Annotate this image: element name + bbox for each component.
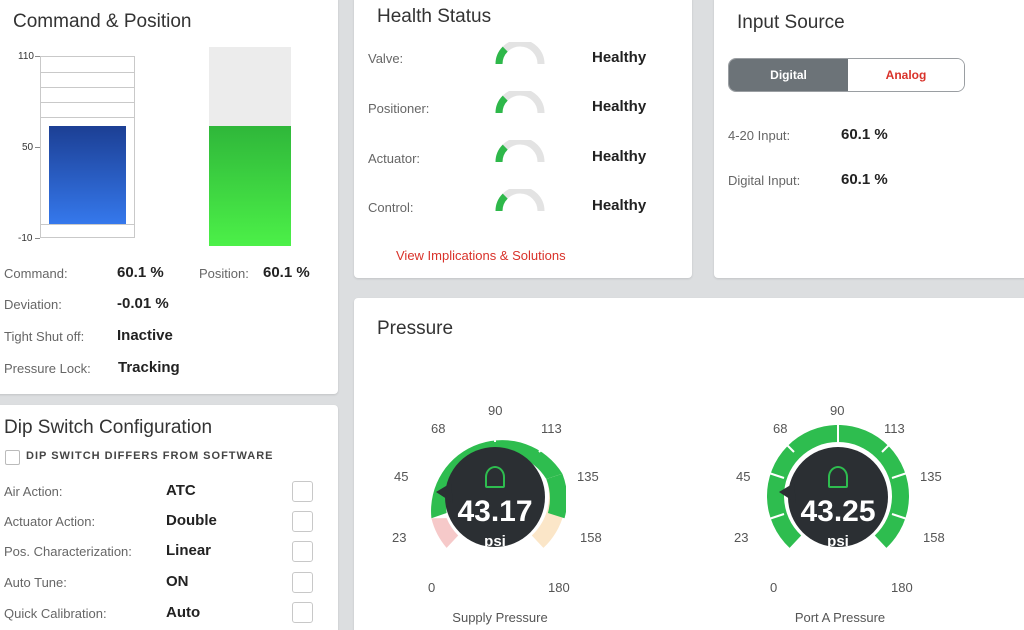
command-position-card: Command & Position 110 50 -10 Command: 6… bbox=[0, 0, 338, 394]
supply-pressure-label: Supply Pressure bbox=[452, 610, 548, 625]
gauge-scale-label: 68 bbox=[773, 421, 788, 436]
command-position-title: Command & Position bbox=[13, 11, 192, 32]
gauge-scale-label: 90 bbox=[830, 403, 845, 418]
dip-row-label: Pos. Characterization: bbox=[4, 544, 132, 559]
gauge-scale-label: 68 bbox=[431, 421, 446, 436]
health-status-title: Health Status bbox=[377, 6, 492, 27]
health-mini-gauge bbox=[495, 140, 545, 163]
position-bar-frame bbox=[209, 47, 291, 246]
dip-row-value: ON bbox=[166, 573, 189, 590]
gauge-scale-label: 23 bbox=[392, 530, 407, 545]
gauge-scale-label: 23 bbox=[734, 530, 749, 545]
quick-calibration-checkbox[interactable] bbox=[292, 602, 313, 623]
tight-shutoff-value: Inactive bbox=[117, 327, 173, 344]
health-item-status: Healthy bbox=[592, 148, 647, 165]
gauge-scale-label: 45 bbox=[394, 469, 409, 484]
supply-pressure-gauge bbox=[431, 425, 566, 548]
command-value: 60.1 % bbox=[117, 264, 164, 281]
position-value: 60.1 % bbox=[263, 264, 310, 281]
air-action-checkbox[interactable] bbox=[292, 481, 313, 502]
input-source-toggle: Digital Analog bbox=[728, 58, 965, 92]
supply-pressure-value: 43.17 bbox=[457, 495, 533, 528]
gauge-scale-label: 45 bbox=[736, 469, 751, 484]
port-a-pressure-value: 43.25 bbox=[800, 495, 876, 528]
regulator-icon bbox=[485, 466, 505, 488]
input-source-card: Input Source Digital Analog 4-20 Input: … bbox=[714, 0, 1024, 278]
command-bar-frame bbox=[40, 56, 135, 238]
gauge-scale-label: 135 bbox=[920, 469, 942, 484]
command-bar-fill bbox=[49, 126, 126, 224]
tight-shutoff-label: Tight Shut off: bbox=[4, 329, 85, 344]
position-label: Position: bbox=[199, 266, 249, 281]
dip-row-label: Quick Calibration: bbox=[4, 606, 107, 621]
dip-row-label: Actuator Action: bbox=[4, 514, 96, 529]
health-mini-gauge bbox=[495, 91, 545, 114]
position-bar-fill bbox=[209, 126, 291, 246]
dip-row-value: Linear bbox=[166, 542, 212, 559]
gauge-scale-label: 0 bbox=[428, 580, 436, 595]
pressure-title: Pressure bbox=[377, 318, 454, 339]
pressure-lock-label: Pressure Lock: bbox=[4, 361, 91, 376]
deviation-label: Deviation: bbox=[4, 297, 62, 312]
scale-min-label: -10 bbox=[18, 233, 33, 244]
input-420-value: 60.1 % bbox=[841, 126, 888, 143]
health-status-card: Health Status Valve: Healthy Positioner:… bbox=[354, 0, 692, 278]
regulator-icon bbox=[828, 466, 848, 488]
dip-row-value: Double bbox=[166, 512, 217, 529]
gauge-scale-label: 158 bbox=[580, 530, 602, 545]
gauge-scale-label: 158 bbox=[923, 530, 945, 545]
health-item-label: Control: bbox=[368, 200, 414, 215]
health-item-label: Valve: bbox=[368, 51, 404, 66]
pos-characterization-checkbox[interactable] bbox=[292, 541, 313, 562]
dip-row-label: Air Action: bbox=[4, 484, 63, 499]
gauge-scale-label: 0 bbox=[770, 580, 778, 595]
toggle-digital[interactable]: Digital bbox=[729, 59, 848, 91]
dip-row-value: Auto bbox=[166, 604, 201, 621]
health-item-status: Healthy bbox=[592, 49, 647, 66]
health-item-status: Healthy bbox=[592, 98, 647, 115]
command-label: Command: bbox=[4, 266, 68, 281]
health-mini-gauge bbox=[495, 189, 545, 212]
dip-switch-card: Dip Switch Configuration DIP SWITCH DIFF… bbox=[0, 405, 338, 630]
dip-switch-title: Dip Switch Configuration bbox=[4, 417, 213, 438]
input-source-title: Input Source bbox=[737, 12, 845, 33]
health-mini-gauge bbox=[495, 42, 545, 65]
view-implications-link[interactable]: View Implications & Solutions bbox=[396, 248, 566, 263]
digital-input-label: Digital Input: bbox=[728, 173, 801, 188]
actuator-action-checkbox[interactable] bbox=[292, 511, 313, 532]
gauge-scale-label: 113 bbox=[884, 421, 905, 436]
digital-input-value: 60.1 % bbox=[841, 171, 888, 188]
port-a-pressure-label: Port A Pressure bbox=[794, 610, 886, 625]
scale-mid-label: 50 bbox=[22, 142, 34, 153]
gauge-scale-label: 180 bbox=[548, 580, 570, 595]
auto-tune-checkbox[interactable] bbox=[292, 572, 313, 593]
health-item-status: Healthy bbox=[592, 197, 647, 214]
scale-max-label: 110 bbox=[18, 51, 34, 62]
dip-row-label: Auto Tune: bbox=[4, 575, 67, 590]
supply-pressure-unit: psi bbox=[484, 533, 506, 550]
gauge-scale-label: 180 bbox=[891, 580, 913, 595]
dip-differs-label: DIP SWITCH DIFFERS FROM SOFTWARE bbox=[26, 450, 274, 462]
pressure-lock-value: Tracking bbox=[118, 359, 180, 376]
gauge-scale-label: 113 bbox=[541, 421, 562, 436]
pressure-card: Pressure 43.17 psi 0 23 45 68 90 113 135… bbox=[354, 298, 1024, 630]
port-a-pressure-gauge bbox=[767, 425, 909, 548]
input-420-label: 4-20 Input: bbox=[728, 128, 791, 143]
health-item-label: Positioner: bbox=[368, 101, 430, 116]
toggle-analog[interactable]: Analog bbox=[848, 59, 964, 91]
deviation-value: -0.01 % bbox=[117, 295, 169, 312]
dip-differs-checkbox[interactable] bbox=[5, 450, 20, 465]
gauge-scale-label: 135 bbox=[577, 469, 599, 484]
health-item-label: Actuator: bbox=[368, 151, 421, 166]
port-a-pressure-unit: psi bbox=[827, 533, 849, 550]
gauge-scale-label: 90 bbox=[488, 403, 503, 418]
dip-row-value: ATC bbox=[166, 482, 196, 499]
